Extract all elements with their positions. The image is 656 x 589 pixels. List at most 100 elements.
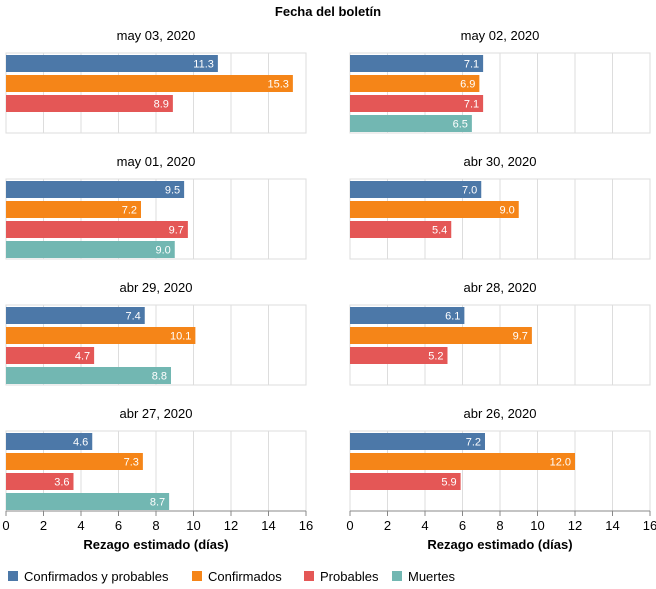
legend-label: Probables bbox=[320, 569, 379, 584]
legend-swatch bbox=[304, 571, 314, 581]
panel-title: may 02, 2020 bbox=[461, 28, 540, 43]
bar-value-label: 7.3 bbox=[124, 457, 139, 469]
bar-value-label: 6.5 bbox=[453, 119, 468, 131]
panel-frame bbox=[5, 178, 307, 260]
bar-probables bbox=[6, 347, 95, 364]
bar-confirmados bbox=[6, 453, 143, 470]
bar-value-label: 7.0 bbox=[462, 185, 477, 197]
legend-label: Confirmados y probables bbox=[24, 569, 169, 584]
panel-title: abr 28, 2020 bbox=[463, 280, 536, 295]
bar-value-label: 7.2 bbox=[466, 437, 481, 449]
bar-muertes bbox=[350, 115, 472, 132]
bar-muertes bbox=[6, 241, 175, 258]
panel-frame bbox=[349, 52, 651, 134]
x-tick-label: 8 bbox=[152, 518, 159, 533]
legend-label: Confirmados bbox=[208, 569, 282, 584]
panel-frame bbox=[349, 304, 651, 386]
bar-probables bbox=[6, 95, 173, 112]
bar-confirmados bbox=[350, 201, 519, 218]
panel-title: abr 29, 2020 bbox=[119, 280, 192, 295]
bar-value-label: 10.1 bbox=[170, 331, 191, 343]
x-tick-label: 10 bbox=[186, 518, 200, 533]
x-tick-label: 16 bbox=[643, 518, 656, 533]
x-tick-label: 12 bbox=[224, 518, 238, 533]
bar-confirmados-y-probables bbox=[6, 181, 185, 198]
legend-item: Muertes bbox=[392, 569, 455, 584]
panel-8: abr 26, 2020 7.2 12.0 5.9 0 2 4 6 8 10 12 14 16 Rezag… bbox=[346, 406, 656, 552]
bar-value-label: 11.3 bbox=[193, 59, 214, 71]
bar-confirmados-y-probables bbox=[350, 307, 465, 324]
bar-confirmados-y-probables bbox=[6, 433, 93, 450]
bar-value-label: 7.2 bbox=[122, 205, 137, 217]
bar-value-label: 9.0 bbox=[499, 205, 514, 217]
x-tick-label: 0 bbox=[346, 518, 353, 533]
panel-title: abr 30, 2020 bbox=[463, 154, 536, 169]
x-tick-label: 6 bbox=[115, 518, 122, 533]
bar-value-label: 3.6 bbox=[54, 477, 69, 489]
bar-confirmados bbox=[350, 453, 575, 470]
bar-value-label: 8.9 bbox=[154, 99, 169, 111]
bar-muertes bbox=[6, 367, 171, 384]
x-tick-label: 10 bbox=[530, 518, 544, 533]
bar-confirmados-y-probables bbox=[6, 307, 145, 324]
x-tick-label: 14 bbox=[261, 518, 275, 533]
bar-value-label: 7.4 bbox=[125, 311, 140, 323]
legend-label: Muertes bbox=[408, 569, 455, 584]
panel-title: may 01, 2020 bbox=[117, 154, 196, 169]
panel-title: abr 26, 2020 bbox=[463, 406, 536, 421]
bar-confirmados-y-probables bbox=[350, 433, 485, 450]
bar-value-label: 6.1 bbox=[445, 311, 460, 323]
bar-value-label: 9.7 bbox=[513, 331, 528, 343]
panel-2: may 02, 2020 7.1 6.9 7.1 6.5 bbox=[349, 28, 651, 134]
legend-swatch bbox=[192, 571, 202, 581]
bar-confirmados-y-probables bbox=[6, 55, 218, 72]
panel-5: abr 29, 2020 7.4 10.1 4.7 8.8 bbox=[5, 280, 307, 386]
bar-value-label: 7.1 bbox=[464, 99, 479, 111]
bar-value-label: 15.3 bbox=[267, 79, 288, 91]
bar-probables bbox=[350, 347, 448, 364]
bar-value-label: 4.6 bbox=[73, 437, 88, 449]
x-axis-title: Rezago estimado (días) bbox=[427, 537, 572, 552]
bar-confirmados-y-probables bbox=[350, 181, 482, 198]
bar-value-label: 9.7 bbox=[169, 225, 184, 237]
bar-probables bbox=[6, 473, 74, 490]
legend: Confirmados y probables Confirmados Probab… bbox=[8, 569, 455, 584]
legend-item: Confirmados bbox=[192, 569, 282, 584]
panel-title: abr 27, 2020 bbox=[119, 406, 192, 421]
x-tick-label: 2 bbox=[384, 518, 391, 533]
x-axis-title: Rezago estimado (días) bbox=[83, 537, 228, 552]
bar-probables bbox=[350, 221, 452, 238]
bar-value-label: 8.7 bbox=[150, 497, 165, 509]
x-tick-label: 4 bbox=[421, 518, 428, 533]
bar-confirmados bbox=[350, 75, 480, 92]
x-tick-label: 4 bbox=[77, 518, 84, 533]
legend-swatch bbox=[392, 571, 402, 581]
bar-confirmados bbox=[6, 201, 141, 218]
panel-7: abr 27, 2020 4.6 7.3 3.6 8.7 0 2 4 6 8 10 12 14 16 Rez… bbox=[2, 406, 313, 552]
chart-title: Fecha del boletín bbox=[275, 4, 381, 19]
bar-value-label: 5.9 bbox=[441, 477, 456, 489]
x-tick-label: 0 bbox=[2, 518, 9, 533]
bar-probables bbox=[6, 221, 188, 238]
legend-item: Probables bbox=[304, 569, 379, 584]
panel-frame bbox=[349, 178, 651, 260]
bar-confirmados-y-probables bbox=[350, 55, 484, 72]
legend-swatch bbox=[8, 571, 18, 581]
panel-title: may 03, 2020 bbox=[117, 28, 196, 43]
bar-value-label: 9.0 bbox=[155, 245, 170, 257]
bar-value-label: 12.0 bbox=[550, 457, 571, 469]
x-tick-label: 14 bbox=[605, 518, 619, 533]
bar-probables bbox=[350, 473, 461, 490]
panel-4: abr 30, 2020 7.0 9.0 5.4 bbox=[349, 154, 651, 260]
bar-value-label: 5.2 bbox=[428, 351, 443, 363]
bar-value-label: 7.1 bbox=[464, 59, 479, 71]
bar-confirmados bbox=[350, 327, 532, 344]
bar-probables bbox=[350, 95, 484, 112]
legend-item: Confirmados y probables bbox=[8, 569, 169, 584]
panel-1: may 03, 2020 11.3 15.3 8.9 bbox=[5, 28, 307, 134]
x-tick-label: 2 bbox=[40, 518, 47, 533]
panel-frame bbox=[5, 52, 307, 134]
bar-value-label: 5.4 bbox=[432, 225, 447, 237]
